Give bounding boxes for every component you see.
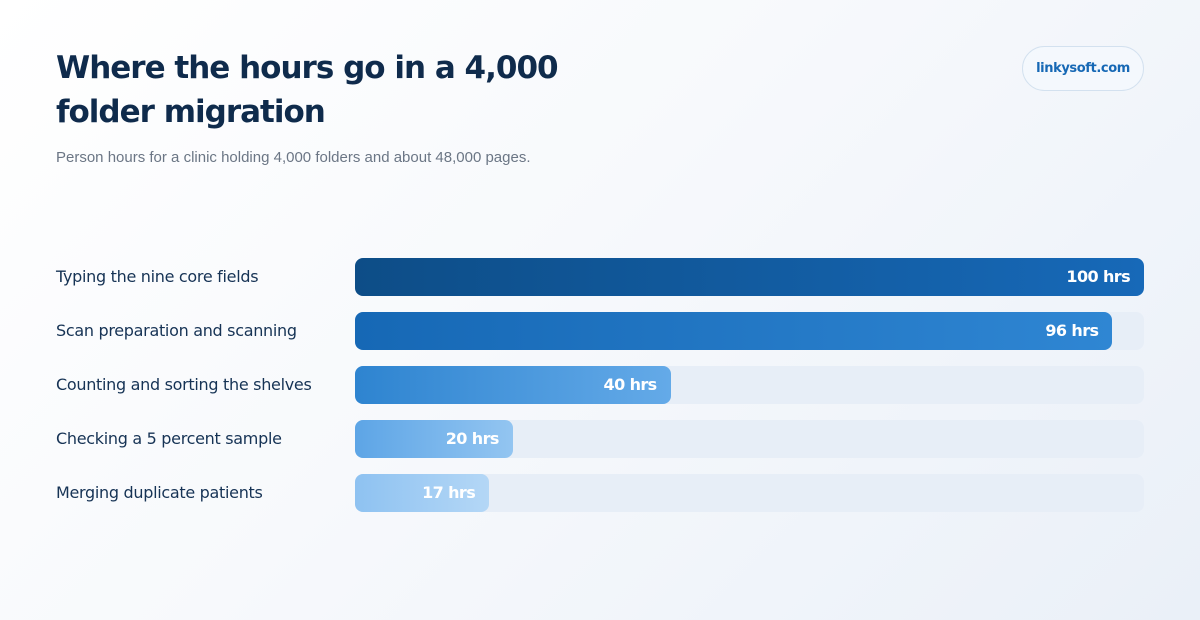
bar: 96 hrs <box>355 312 1113 350</box>
bar-track: 40 hrs <box>355 366 1144 404</box>
bar-track: 96 hrs <box>355 312 1144 350</box>
bar-row: Merging duplicate patients 17 hrs <box>0 474 1200 512</box>
bar-track: 100 hrs <box>355 258 1144 296</box>
chart-title: Where the hours go in a 4,000 folder mig… <box>56 50 559 130</box>
bar-row: Checking a 5 percent sample 20 hrs <box>0 420 1200 458</box>
bar-row: Typing the nine core fields 100 hrs <box>0 258 1200 296</box>
category-label: Typing the nine core fields <box>56 267 259 286</box>
bar-track: 17 hrs <box>355 474 1144 512</box>
bar-track: 20 hrs <box>355 420 1144 458</box>
bar-value-label: 20 hrs <box>445 429 500 448</box>
bar-value-label: 96 hrs <box>1045 321 1099 340</box>
bar: 100 hrs <box>355 258 1144 296</box>
bar: 17 hrs <box>355 474 490 512</box>
bar: 40 hrs <box>355 366 671 404</box>
bar-row: Counting and sorting the shelves 40 hrs <box>0 366 1200 404</box>
category-label: Counting and sorting the shelves <box>56 375 312 394</box>
category-label: Checking a 5 percent sample <box>56 429 282 448</box>
bar: 20 hrs <box>355 420 513 458</box>
bar-row: Scan preparation and scanning 96 hrs <box>0 312 1200 350</box>
bar-value-label: 17 hrs <box>422 483 476 502</box>
bar-value-label: 40 hrs <box>603 375 658 394</box>
chart-subtitle: Person hours for a clinic holding 4,000 … <box>56 149 531 166</box>
category-label: Merging duplicate patients <box>56 483 263 502</box>
category-label: Scan preparation and scanning <box>56 321 297 340</box>
brand-badge[interactable]: linkysoft.com <box>1022 46 1144 91</box>
bar-value-label: 100 hrs <box>1066 267 1130 286</box>
